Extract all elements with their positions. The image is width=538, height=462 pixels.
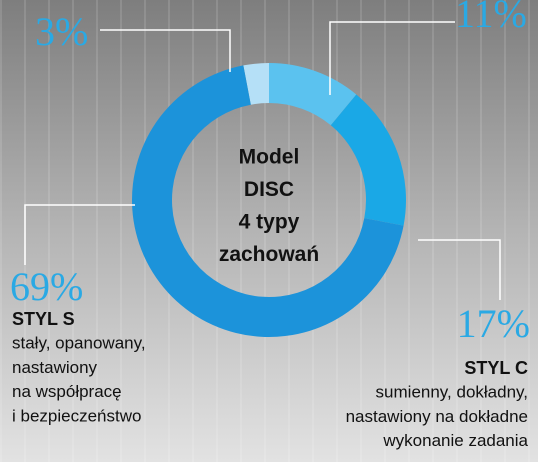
- value-label: 3%: [35, 9, 88, 54]
- value-label: 11%: [455, 0, 527, 36]
- category-label: STYL S: [12, 309, 75, 329]
- description: na współpracę: [12, 382, 122, 401]
- description: nastawiony: [12, 358, 98, 377]
- description: sumienny, dokładny,: [376, 382, 528, 401]
- category-label: STYL C: [464, 358, 528, 378]
- chart: Model DISC 4 typy zachowań 3% 11% 17% 69% STYL C…: [0, 0, 538, 462]
- center-text: Model: [239, 146, 300, 169]
- center-text: zachowań: [219, 243, 319, 266]
- description: i bezpieczeństwo: [12, 406, 141, 425]
- center-text: 4 typy: [239, 211, 300, 234]
- description: nastawiony na dokładne: [346, 407, 528, 426]
- center-text: DISC: [244, 178, 294, 201]
- value-label: 69%: [10, 264, 83, 309]
- value-label: 17%: [457, 301, 530, 346]
- description: wykonanie zadania: [382, 431, 528, 450]
- description: stały, opanowany,: [12, 333, 146, 352]
